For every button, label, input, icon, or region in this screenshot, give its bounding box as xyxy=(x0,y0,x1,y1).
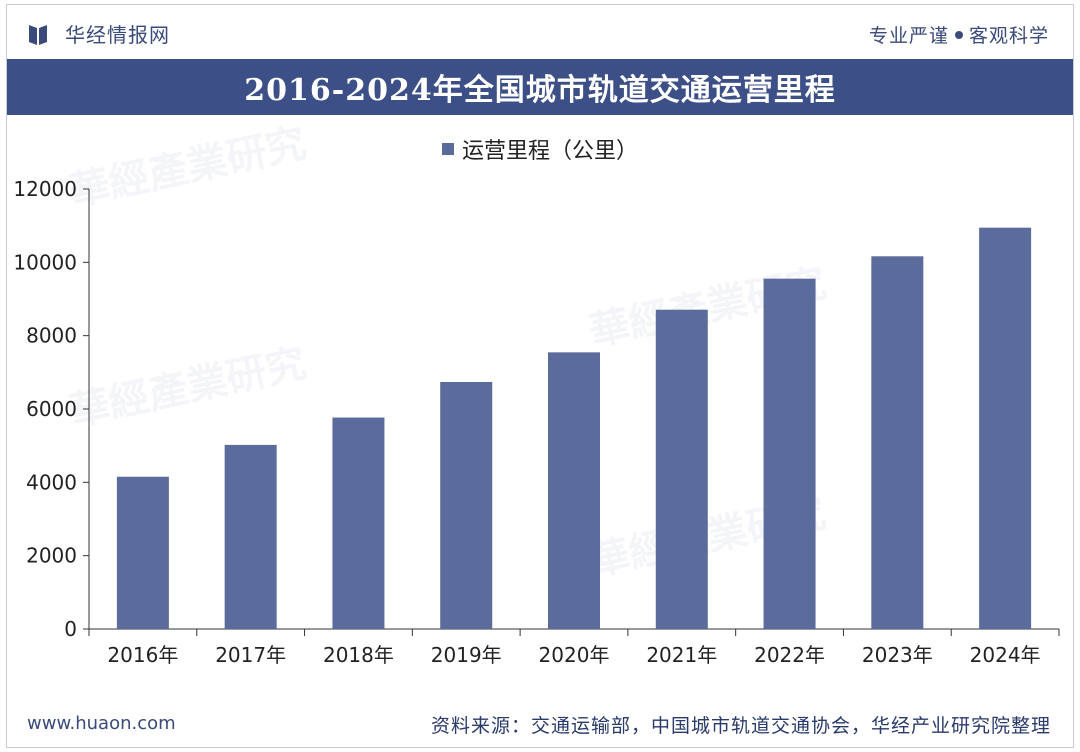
x-tick-label: 2022年 xyxy=(754,643,825,667)
legend-label: 运营里程（公里） xyxy=(461,139,638,164)
slogan-left: 专业严谨 xyxy=(868,25,949,47)
bar[interactable] xyxy=(655,309,708,629)
bar[interactable] xyxy=(116,476,169,629)
legend-swatch xyxy=(441,143,454,155)
x-tick-label: 2017年 xyxy=(215,643,286,667)
y-tick-label: 0 xyxy=(64,617,77,641)
x-axis: 2016年 2017年 2018年 2019年 2020年 2021年 2022年 2023年… xyxy=(88,628,1060,667)
bars xyxy=(116,227,1032,629)
footer-source: 资料来源：交通运输部，中国城市轨道交通协会，华经产业研究院整理 xyxy=(430,715,1051,737)
brand-logo-icon xyxy=(29,24,47,45)
x-tick-label: 2019年 xyxy=(431,643,502,667)
footer: www.huaon.com 资料来源：交通运输部，中国城市轨道交通协会，华经产业… xyxy=(7,705,1073,745)
x-tick-label: 2023年 xyxy=(862,643,933,667)
y-tick-label: 4000 xyxy=(26,470,77,494)
chart-title: 2016-2024年全国城市轨道交通运营里程 xyxy=(244,73,836,108)
y-axis: 0 2000 4000 6000 8000 10000 12000 xyxy=(13,177,90,641)
x-tick-label: 2021年 xyxy=(646,643,717,667)
chart-frame: 华经情报网 专业严谨 客观科学 2016-2024年全国城市轨道交通运营里程 華… xyxy=(6,4,1074,748)
x-tick-label: 2024年 xyxy=(970,643,1041,667)
y-tick-label: 2000 xyxy=(26,544,77,568)
y-tick-label: 6000 xyxy=(26,397,77,421)
x-tick-label: 2020年 xyxy=(539,643,610,667)
footer-site-link[interactable]: www.huaon.com xyxy=(27,713,176,734)
legend: 运营里程（公里） xyxy=(7,133,1073,165)
y-tick-label: 8000 xyxy=(26,324,77,348)
bar[interactable] xyxy=(979,227,1032,629)
bar[interactable] xyxy=(763,278,816,629)
bar[interactable] xyxy=(332,417,385,629)
x-tick-label: 2016年 xyxy=(107,643,178,667)
bar[interactable] xyxy=(548,352,600,629)
header: 华经情报网 专业严谨 客观科学 xyxy=(7,5,1073,59)
y-tick-label: 12000 xyxy=(13,177,77,201)
slogan-dot-icon xyxy=(954,30,963,39)
slogan-right: 客观科学 xyxy=(968,25,1049,47)
slogan: 专业严谨 客观科学 xyxy=(869,21,1049,48)
brand-name: 华经情报网 xyxy=(65,23,170,47)
bar[interactable] xyxy=(224,444,277,629)
x-tick-label: 2018年 xyxy=(323,643,394,667)
y-tick-label: 10000 xyxy=(13,250,77,274)
bar[interactable] xyxy=(440,381,493,629)
chart-title-bar: 2016-2024年全国城市轨道交通运营里程 xyxy=(7,59,1073,115)
bar[interactable] xyxy=(871,256,924,629)
brand[interactable]: 华经情报网 xyxy=(29,19,170,48)
